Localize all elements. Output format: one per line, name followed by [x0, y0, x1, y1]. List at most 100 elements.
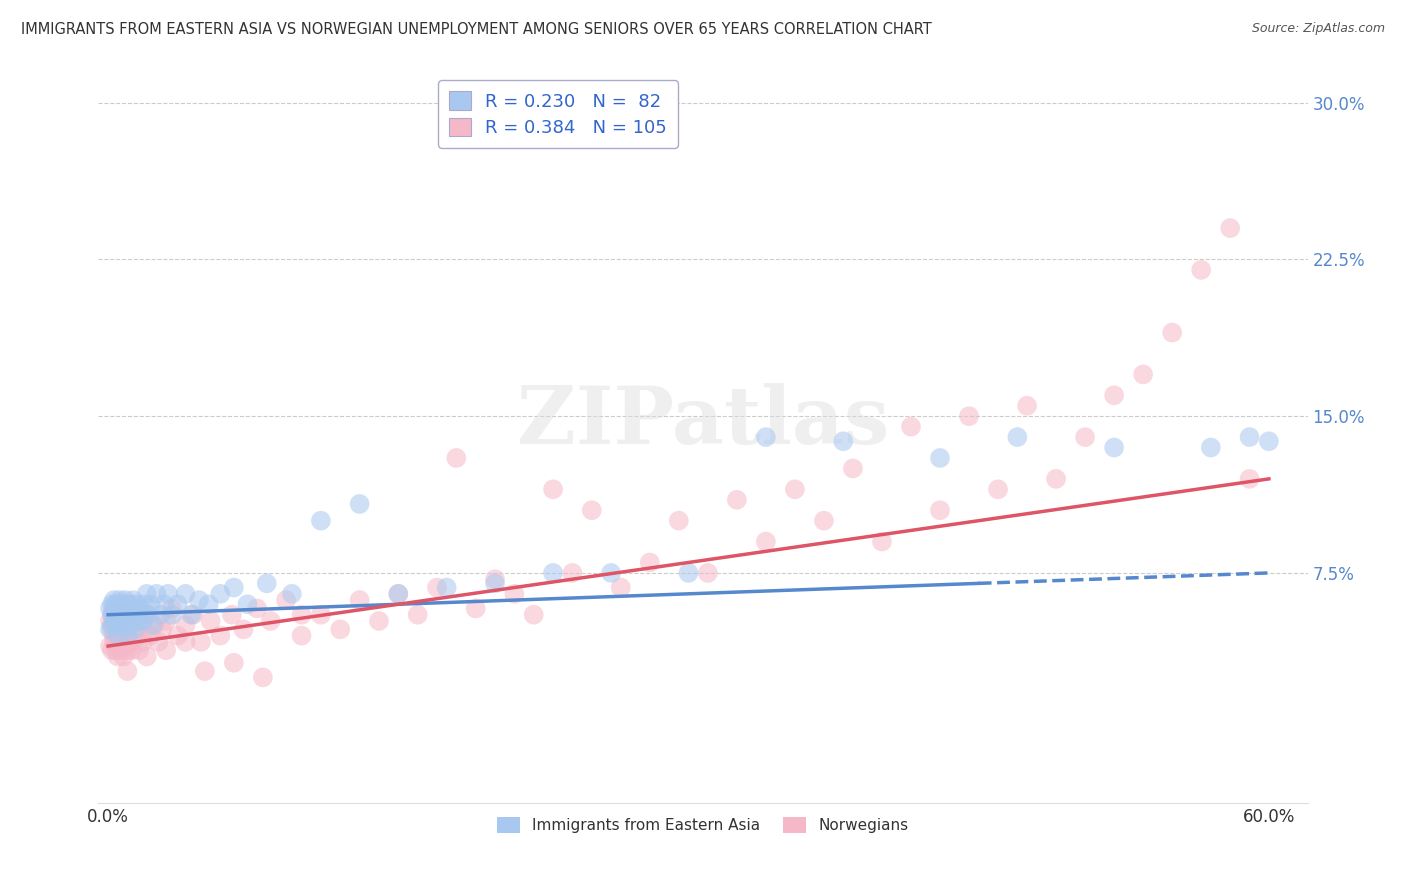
- Point: [132, 614, 155, 628]
- Point: [174, 618, 197, 632]
- Point: [117, 607, 139, 622]
- Point: [118, 614, 141, 628]
- Point: [1102, 441, 1125, 455]
- Point: [155, 643, 177, 657]
- Point: [129, 614, 152, 628]
- Point: [755, 534, 778, 549]
- Point: [1239, 472, 1261, 486]
- Point: [1074, 430, 1097, 444]
- Point: [349, 497, 371, 511]
- Point: [197, 597, 219, 611]
- Point: [174, 635, 197, 649]
- Point: [112, 597, 135, 611]
- Text: ZIPatlas: ZIPatlas: [517, 384, 889, 461]
- Text: Source: ZipAtlas.com: Source: ZipAtlas.com: [1251, 22, 1385, 36]
- Point: [103, 601, 125, 615]
- Point: [111, 601, 134, 615]
- Point: [103, 635, 125, 649]
- Point: [149, 607, 172, 622]
- Point: [142, 618, 165, 632]
- Point: [111, 618, 134, 632]
- Point: [696, 566, 718, 580]
- Point: [103, 607, 125, 622]
- Point: [1045, 472, 1067, 486]
- Point: [117, 618, 139, 632]
- Point: [103, 601, 125, 615]
- Point: [122, 607, 145, 622]
- Point: [725, 492, 748, 507]
- Point: [107, 629, 129, 643]
- Point: [98, 639, 121, 653]
- Point: [160, 607, 183, 622]
- Point: [503, 587, 526, 601]
- Point: [181, 607, 204, 622]
- Point: [104, 597, 127, 611]
- Point: [135, 587, 157, 601]
- Point: [900, 419, 922, 434]
- Point: [107, 601, 129, 615]
- Point: [349, 593, 371, 607]
- Point: [426, 581, 449, 595]
- Point: [101, 597, 124, 611]
- Point: [246, 601, 269, 615]
- Point: [813, 514, 835, 528]
- Point: [101, 618, 124, 632]
- Point: [107, 597, 129, 611]
- Point: [117, 597, 139, 611]
- Point: [174, 587, 197, 601]
- Point: [290, 607, 312, 622]
- Point: [111, 623, 134, 637]
- Point: [1199, 441, 1222, 455]
- Point: [114, 614, 136, 628]
- Point: [108, 629, 131, 643]
- Point: [929, 450, 952, 465]
- Point: [157, 587, 180, 601]
- Point: [124, 601, 146, 615]
- Point: [108, 593, 131, 607]
- Point: [107, 607, 129, 622]
- Point: [387, 587, 409, 601]
- Point: [128, 607, 150, 622]
- Point: [114, 593, 136, 607]
- Point: [104, 629, 127, 643]
- Point: [222, 581, 245, 595]
- Point: [166, 629, 188, 643]
- Point: [138, 607, 160, 622]
- Point: [561, 566, 583, 580]
- Point: [368, 614, 391, 628]
- Point: [120, 618, 142, 632]
- Point: [118, 635, 141, 649]
- Point: [112, 606, 135, 620]
- Point: [107, 649, 129, 664]
- Point: [987, 483, 1010, 497]
- Point: [108, 601, 131, 615]
- Point: [155, 614, 177, 628]
- Point: [290, 629, 312, 643]
- Point: [134, 623, 156, 637]
- Point: [309, 514, 332, 528]
- Point: [111, 635, 134, 649]
- Point: [832, 434, 855, 449]
- Point: [101, 623, 124, 637]
- Point: [111, 607, 134, 622]
- Point: [842, 461, 865, 475]
- Point: [120, 597, 142, 611]
- Point: [132, 635, 155, 649]
- Point: [783, 483, 806, 497]
- Point: [107, 639, 129, 653]
- Point: [104, 618, 127, 632]
- Point: [870, 534, 893, 549]
- Point: [160, 601, 183, 615]
- Point: [118, 607, 141, 622]
- Point: [190, 635, 212, 649]
- Point: [1189, 263, 1212, 277]
- Point: [124, 623, 146, 637]
- Point: [139, 597, 162, 611]
- Point: [209, 629, 232, 643]
- Point: [610, 581, 633, 595]
- Point: [600, 566, 623, 580]
- Point: [103, 593, 125, 607]
- Point: [259, 614, 281, 628]
- Point: [194, 664, 217, 678]
- Point: [236, 597, 259, 611]
